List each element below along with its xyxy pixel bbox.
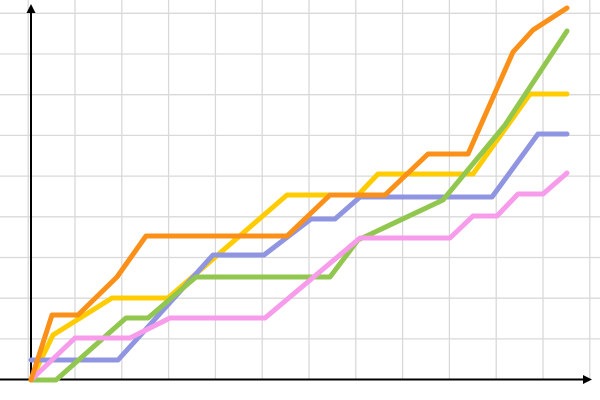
x-axis-arrow [583,375,592,384]
axes-layer [0,4,592,384]
series-layer [28,5,570,383]
series-pink-line [28,170,570,383]
series-orange-line [28,5,570,383]
series-blue-line [28,131,570,363]
series-yellow-line [28,91,570,383]
y-axis-arrow [26,4,36,13]
series-green-line [28,28,570,383]
